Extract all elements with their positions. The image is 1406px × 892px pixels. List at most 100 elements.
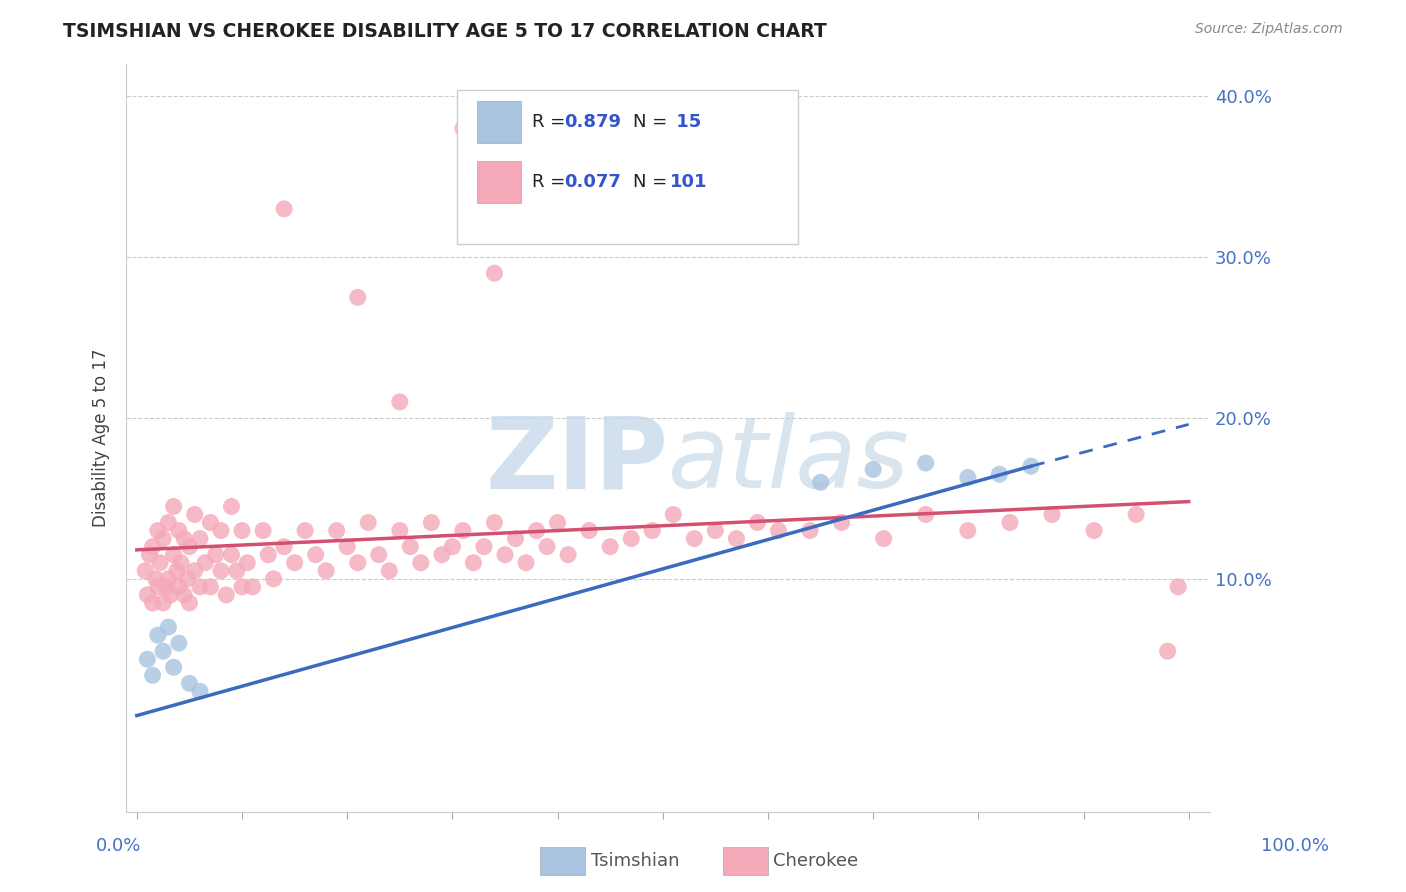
Text: 0.0%: 0.0% [96,837,141,855]
Point [810,475,832,490]
Point [872,532,894,546]
Point [956,470,979,484]
Point [662,508,685,522]
Point [152,532,174,546]
Point [294,524,316,538]
FancyBboxPatch shape [478,161,520,203]
Point [188,532,211,546]
Point [162,660,184,674]
Point [862,462,884,476]
Point [484,516,506,530]
Text: TSIMSHIAN VS CHEROKEE DISABILITY AGE 5 TO 17 CORRELATION CHART: TSIMSHIAN VS CHEROKEE DISABILITY AGE 5 T… [63,22,827,41]
Point [599,540,621,554]
Point [768,524,790,538]
Point [336,540,359,554]
Point [176,572,198,586]
Point [155,580,177,594]
Text: Source: ZipAtlas.com: Source: ZipAtlas.com [1195,22,1343,37]
Point [505,532,527,546]
Point [162,500,184,514]
Point [146,628,169,642]
Point [747,516,769,530]
Point [167,580,190,594]
Text: 15: 15 [671,113,702,131]
Point [284,556,307,570]
Point [620,532,643,546]
Point [325,524,347,538]
FancyBboxPatch shape [478,101,520,144]
Point [263,572,285,586]
Point [183,564,205,578]
Point [194,556,217,570]
Point [515,556,537,570]
Point [152,596,174,610]
Text: Tsimshian: Tsimshian [591,852,679,870]
Point [225,564,247,578]
Point [159,588,181,602]
Point [136,588,159,602]
Point [242,580,264,594]
Point [252,524,274,538]
Point [388,524,411,538]
Point [315,564,337,578]
Point [173,532,195,546]
Point [378,564,401,578]
Point [138,548,160,562]
Point [157,572,180,586]
Point [357,516,380,530]
Point [209,524,232,538]
Point [273,202,295,216]
Point [231,580,253,594]
Point [367,548,389,562]
Point [451,524,474,538]
Point [145,572,167,586]
Point [399,540,422,554]
Point [683,532,706,546]
Point [166,564,188,578]
Point [170,556,193,570]
Text: atlas: atlas [668,412,910,509]
Text: R =: R = [531,173,571,191]
Point [1040,508,1063,522]
Point [420,516,443,530]
Point [988,467,1011,482]
Point [221,548,243,562]
Text: Cherokee: Cherokee [773,852,859,870]
Point [273,540,295,554]
Point [725,532,748,546]
Point [998,516,1021,530]
Point [173,588,195,602]
Point [430,548,453,562]
Point [231,524,253,538]
Point [578,524,600,538]
Point [167,524,190,538]
Point [526,524,548,538]
Point [409,556,432,570]
Text: 100.0%: 100.0% [1261,837,1329,855]
Point [179,540,201,554]
Text: R =: R = [531,113,571,131]
Point [215,588,238,602]
Point [536,540,558,554]
Point [179,596,201,610]
Point [204,548,226,562]
Point [209,564,232,578]
Point [1083,524,1105,538]
Point [188,580,211,594]
Point [221,500,243,514]
Point [956,524,979,538]
Point [167,636,190,650]
Point [134,564,156,578]
Point [484,266,506,280]
Text: 0.077: 0.077 [564,173,621,191]
Text: N =: N = [633,113,673,131]
Point [451,121,474,136]
Point [162,548,184,562]
Point [200,580,222,594]
Point [1167,580,1189,594]
Point [1156,644,1178,658]
Point [149,556,172,570]
Point [136,652,159,666]
Point [146,580,169,594]
Point [641,524,664,538]
